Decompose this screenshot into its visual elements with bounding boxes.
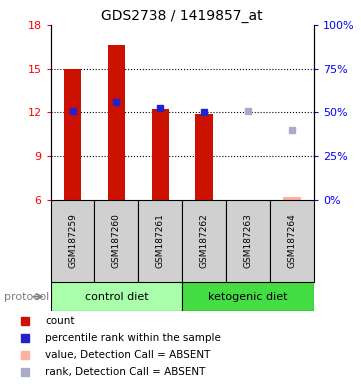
Bar: [195, 114, 213, 200]
Text: GSM187263: GSM187263: [244, 214, 253, 268]
Bar: [64, 69, 81, 200]
Text: count: count: [45, 316, 74, 326]
Text: GSM187264: GSM187264: [288, 214, 297, 268]
FancyBboxPatch shape: [270, 200, 314, 282]
FancyBboxPatch shape: [95, 200, 138, 282]
Text: GSM187260: GSM187260: [112, 214, 121, 268]
Bar: [283, 197, 301, 200]
Text: protocol: protocol: [4, 291, 49, 302]
FancyBboxPatch shape: [51, 282, 182, 311]
Text: rank, Detection Call = ABSENT: rank, Detection Call = ABSENT: [45, 367, 205, 377]
FancyBboxPatch shape: [51, 200, 95, 282]
Text: GSM187259: GSM187259: [68, 214, 77, 268]
Text: control diet: control diet: [84, 291, 148, 302]
FancyBboxPatch shape: [226, 200, 270, 282]
Title: GDS2738 / 1419857_at: GDS2738 / 1419857_at: [101, 8, 263, 23]
Text: ketogenic diet: ketogenic diet: [208, 291, 288, 302]
Bar: [152, 109, 169, 200]
FancyBboxPatch shape: [138, 200, 182, 282]
FancyBboxPatch shape: [182, 200, 226, 282]
Text: value, Detection Call = ABSENT: value, Detection Call = ABSENT: [45, 350, 210, 360]
Text: GSM187261: GSM187261: [156, 214, 165, 268]
FancyBboxPatch shape: [182, 282, 314, 311]
Bar: [108, 45, 125, 200]
Text: percentile rank within the sample: percentile rank within the sample: [45, 333, 221, 343]
Text: GSM187262: GSM187262: [200, 214, 209, 268]
